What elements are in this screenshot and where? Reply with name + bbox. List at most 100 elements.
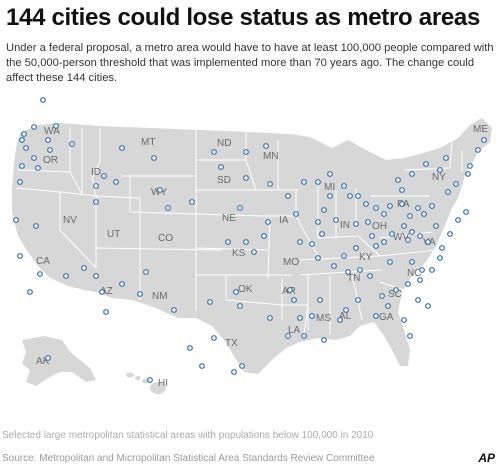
state-label: WV — [393, 232, 409, 243]
city-marker — [407, 333, 413, 339]
city-marker — [393, 287, 399, 293]
city-marker — [251, 249, 257, 255]
city-marker — [385, 303, 391, 309]
alaska-shape — [22, 336, 96, 386]
state-label: NC — [407, 268, 421, 279]
city-marker — [103, 309, 109, 315]
city-marker — [99, 289, 105, 295]
city-marker — [199, 363, 205, 369]
city-marker — [265, 219, 271, 225]
city-marker — [345, 269, 351, 275]
city-marker — [189, 199, 195, 205]
city-marker — [415, 297, 421, 303]
city-markers — [13, 97, 487, 383]
city-marker — [33, 223, 39, 229]
city-marker — [437, 167, 443, 173]
city-marker — [341, 253, 347, 259]
state-label: ME — [473, 124, 488, 135]
us-map: WA OR ID MT ND MN SD WY NV UT CO NE IA K… — [12, 97, 492, 394]
state-label: HI — [158, 378, 168, 389]
city-marker — [373, 243, 379, 249]
city-marker — [309, 313, 315, 319]
city-marker — [187, 345, 193, 351]
state-label: SD — [217, 175, 231, 186]
city-marker — [465, 171, 471, 177]
city-marker — [261, 233, 267, 239]
city-marker — [319, 231, 325, 237]
city-marker — [327, 193, 333, 199]
state-label: GA — [379, 312, 394, 323]
city-marker — [211, 149, 217, 155]
city-marker — [353, 221, 359, 227]
city-marker — [243, 149, 249, 155]
city-marker — [23, 145, 29, 151]
state-label: TN — [347, 273, 360, 284]
city-marker — [367, 273, 373, 279]
state-label: NY — [432, 172, 446, 183]
city-marker — [407, 213, 413, 219]
city-marker — [317, 297, 323, 303]
city-marker — [233, 289, 239, 295]
city-marker — [151, 155, 157, 161]
city-marker — [287, 287, 293, 293]
state-label: NV — [63, 215, 77, 226]
city-marker — [373, 205, 379, 211]
city-marker — [101, 173, 107, 179]
city-marker — [119, 281, 125, 287]
city-marker — [399, 187, 405, 193]
city-marker — [211, 335, 217, 341]
city-marker — [40, 97, 46, 103]
state-label: SC — [388, 289, 402, 300]
city-marker — [387, 259, 393, 265]
state-label: UT — [107, 229, 120, 240]
city-marker — [171, 307, 177, 313]
state-label: OK — [238, 284, 253, 295]
state-label: OH — [372, 221, 387, 232]
city-marker — [355, 297, 361, 303]
continental-us-shape — [12, 118, 492, 374]
city-marker — [429, 203, 435, 209]
map-subtitle: Under a federal proposal, a metro area w… — [6, 42, 494, 84]
state-label: KS — [232, 248, 246, 259]
state-label: LA — [288, 325, 301, 336]
source-line: Source: Metropolitan and Micropolitan St… — [2, 453, 375, 464]
city-marker — [419, 267, 425, 273]
map-title: 144 cities could lose status as metro ar… — [6, 4, 481, 31]
ap-credit: AP — [478, 451, 495, 465]
state-label: AL — [339, 311, 352, 322]
city-marker — [93, 199, 99, 205]
city-marker — [395, 177, 401, 183]
city-marker — [31, 155, 37, 161]
state-label: KY — [359, 252, 373, 263]
city-marker — [455, 217, 461, 223]
city-marker — [445, 189, 451, 195]
city-marker — [13, 217, 19, 223]
city-marker — [113, 179, 119, 185]
city-marker — [321, 337, 327, 343]
city-marker — [369, 233, 375, 239]
city-marker — [389, 231, 395, 237]
city-marker — [93, 273, 99, 279]
city-marker — [357, 267, 363, 273]
city-marker — [429, 267, 435, 273]
state-label: OR — [43, 155, 58, 166]
city-marker — [157, 187, 163, 193]
city-marker — [21, 131, 27, 137]
city-marker — [355, 193, 361, 199]
city-marker — [17, 179, 23, 185]
city-marker — [439, 245, 445, 251]
city-marker — [291, 297, 297, 303]
city-marker — [27, 289, 33, 295]
city-marker — [293, 211, 299, 217]
city-marker — [405, 281, 411, 287]
state-label: MS — [316, 313, 331, 324]
state-label: MT — [141, 137, 155, 148]
city-marker — [453, 181, 459, 187]
state-label: CA — [36, 256, 50, 267]
city-marker — [409, 259, 415, 265]
map-caption: Selected large metropolitan statistical … — [2, 430, 374, 441]
city-marker — [363, 201, 369, 207]
city-marker — [165, 205, 171, 211]
city-marker — [35, 165, 41, 171]
city-marker — [353, 245, 359, 251]
